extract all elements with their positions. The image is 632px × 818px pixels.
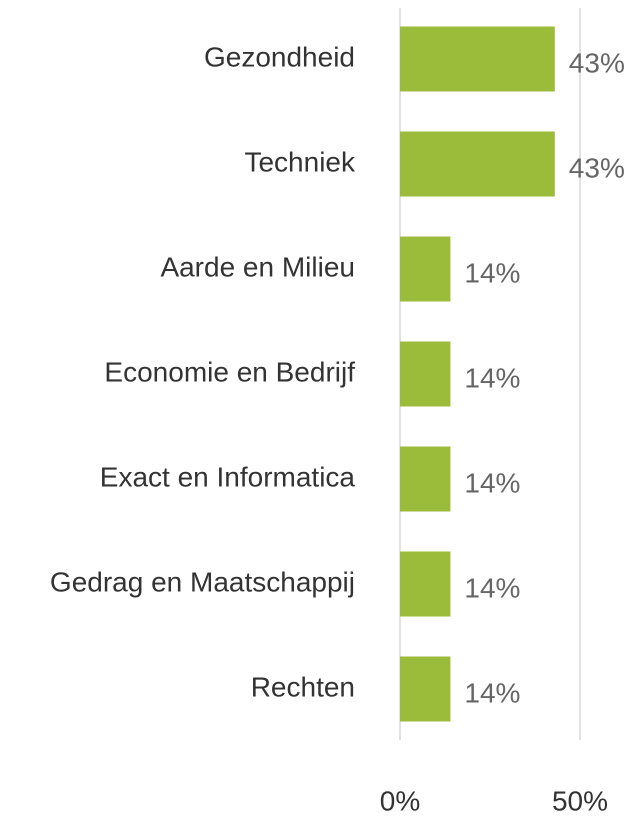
value-label: 43% bbox=[569, 47, 625, 78]
bar bbox=[400, 551, 451, 617]
category-label: Aarde en Milieu bbox=[160, 251, 355, 282]
bar bbox=[400, 26, 555, 92]
category-label: Rechten bbox=[251, 671, 355, 702]
category-label: Gezondheid bbox=[204, 41, 355, 72]
category-label: Gedrag en Maatschappij bbox=[50, 566, 355, 597]
category-label: Exact en Informatica bbox=[100, 461, 356, 492]
value-label: 14% bbox=[464, 467, 520, 498]
bar bbox=[400, 236, 451, 302]
value-label: 14% bbox=[464, 572, 520, 603]
bar bbox=[400, 341, 451, 407]
value-label: 43% bbox=[569, 152, 625, 183]
value-label: 14% bbox=[464, 362, 520, 393]
x-tick-label: 0% bbox=[380, 785, 420, 816]
bar bbox=[400, 446, 451, 512]
category-label: Economie en Bedrijf bbox=[104, 356, 355, 387]
bar bbox=[400, 131, 555, 197]
bar bbox=[400, 656, 451, 722]
value-label: 14% bbox=[464, 257, 520, 288]
x-tick-label: 50% bbox=[552, 785, 608, 816]
category-label: Techniek bbox=[244, 146, 356, 177]
value-label: 14% bbox=[464, 677, 520, 708]
